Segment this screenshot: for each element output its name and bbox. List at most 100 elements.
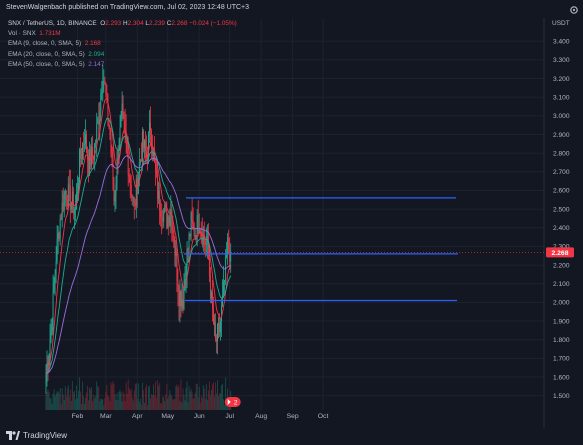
candle-body — [52, 290, 54, 327]
volume-bar — [124, 400, 126, 410]
volume-bar — [204, 398, 206, 410]
volume-bar — [175, 386, 177, 410]
candle-body — [65, 190, 67, 201]
candle-body — [221, 306, 223, 322]
legend-volume-row[interactable]: Vol · SNX 1.731M — [8, 29, 237, 39]
candle-body — [148, 133, 149, 159]
candle-body — [175, 253, 177, 256]
legend-ema9-row[interactable]: EMA (9, close, 0, SMA, 5) 2.168 — [8, 39, 237, 49]
tradingview-brand: TradingView — [23, 431, 68, 440]
candle-body — [218, 323, 219, 325]
volume-bar — [79, 377, 80, 410]
candle-body — [93, 155, 95, 161]
tradingview-logo-icon — [6, 431, 20, 440]
candle-body — [194, 235, 196, 236]
candle-body — [48, 354, 50, 367]
candle-body — [72, 191, 74, 214]
volume-bar — [194, 392, 196, 410]
candle-body — [66, 200, 68, 206]
volume-bar — [93, 394, 95, 410]
volume-bar — [56, 391, 58, 410]
chart-grid — [0, 18, 545, 428]
events-badge-bg — [224, 397, 241, 407]
candle-body — [210, 291, 212, 299]
volume-bar — [170, 394, 172, 410]
volume-bar — [119, 390, 121, 410]
price-tick-label: 2.900 — [553, 132, 570, 139]
candle-body — [99, 111, 101, 126]
candle-body — [107, 94, 109, 121]
candle-body — [150, 122, 151, 132]
candle-body — [109, 126, 111, 135]
candle-body — [129, 176, 131, 185]
header-bar: StevenWalgenbach published on TradingVie… — [0, 0, 583, 18]
candle-body — [47, 363, 49, 367]
volume-bar — [174, 398, 176, 410]
candle-body — [82, 144, 83, 159]
candle-body — [131, 195, 133, 198]
volume-bar — [210, 389, 212, 410]
candle-body — [142, 130, 144, 149]
candle-body — [151, 131, 152, 149]
candle-body — [176, 253, 178, 282]
volume-bar — [133, 390, 135, 410]
legend-ema20-row[interactable]: EMA (20, close, 0, SMA, 5) 2.094 — [8, 50, 237, 60]
currency-label[interactable]: USDT — [552, 20, 570, 27]
candle-body — [117, 158, 119, 163]
volume-bar — [81, 404, 82, 410]
time-tick-label: Jun — [194, 413, 205, 420]
volume-bar — [220, 393, 221, 410]
volume-bar — [69, 389, 71, 410]
legend-low-label: L — [145, 20, 149, 27]
candle-body — [63, 194, 65, 211]
volume-bar — [65, 396, 67, 410]
volume-bar — [214, 396, 215, 410]
volume-bar — [125, 382, 127, 410]
volume-bar — [68, 397, 70, 410]
candle-body — [139, 159, 141, 163]
volume-bar — [66, 388, 68, 410]
price-tick-label: 2.000 — [553, 300, 570, 307]
volume-bar — [98, 387, 100, 410]
legend-ema50-row[interactable]: EMA (50, close, 0, SMA, 5) 2.147 — [8, 60, 237, 70]
time-tick-label: Mar — [100, 413, 112, 420]
volume-bar — [168, 395, 170, 410]
candle-body — [190, 212, 192, 237]
candle-body — [204, 241, 206, 245]
volume-bar — [57, 391, 59, 410]
volume-bar — [205, 384, 207, 410]
candle-body — [60, 218, 62, 220]
horizontal-levels — [184, 197, 458, 302]
volume-bar — [46, 391, 48, 410]
volume-bar — [52, 393, 54, 410]
candle-body — [162, 217, 164, 222]
volume-bar — [197, 397, 199, 410]
price-tick-label: 3.000 — [553, 113, 570, 120]
current-price-tag-bg — [546, 247, 574, 258]
candle-body — [196, 215, 198, 240]
candle-body — [59, 218, 61, 239]
volume-bar — [96, 381, 98, 410]
candle-body — [104, 80, 106, 84]
candle-body — [179, 291, 181, 307]
volume-bar — [129, 390, 131, 410]
events-badge[interactable]: 2 — [224, 397, 241, 407]
candle-body — [61, 202, 63, 220]
candle-body — [226, 254, 228, 257]
candle-body — [193, 224, 195, 236]
tradingview-logo[interactable]: TradingView — [6, 431, 67, 440]
gear-icon[interactable] — [569, 5, 579, 15]
candle-body — [183, 288, 185, 309]
volume-bar — [156, 397, 158, 410]
legend-symbol[interactable]: SNX / TetherUS, 1D, BINANCE — [8, 20, 97, 27]
candle-body — [140, 159, 142, 162]
volume-bar — [82, 381, 83, 410]
candle-body — [106, 93, 108, 95]
volume-bar — [89, 387, 91, 410]
price-tick-label: 2.300 — [553, 244, 570, 251]
candle-body — [199, 229, 201, 232]
candle-body — [101, 91, 103, 94]
volume-bar — [163, 396, 165, 410]
volume-bar — [217, 380, 218, 410]
